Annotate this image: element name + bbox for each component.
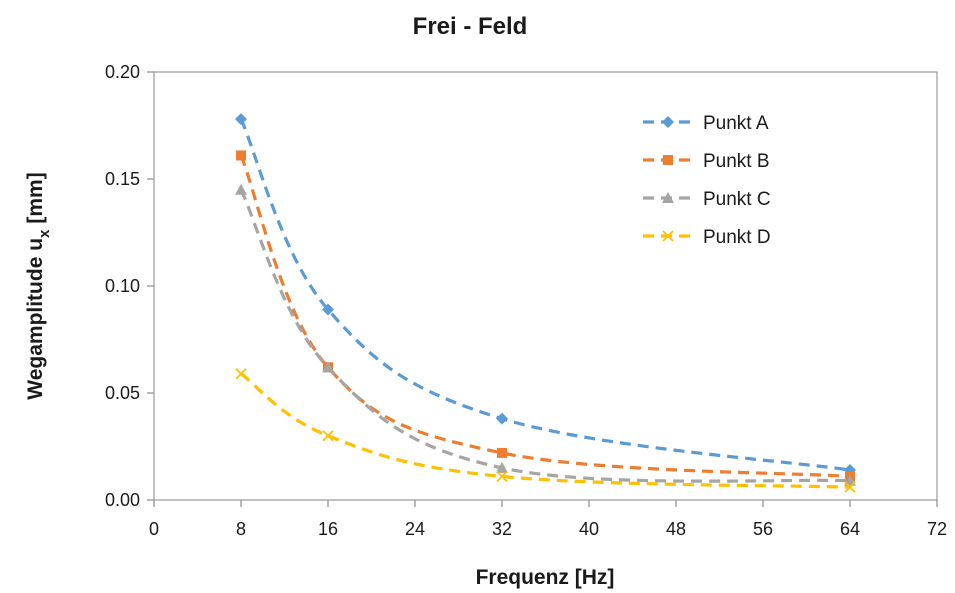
series-punkt-d bbox=[235, 368, 856, 493]
y-tick-label: 0.05 bbox=[105, 383, 140, 403]
marker-x-stroke bbox=[662, 230, 674, 242]
marker-x-stroke bbox=[322, 430, 334, 442]
data-point-punkt-c bbox=[322, 361, 334, 373]
chart-title: Frei - Feld bbox=[413, 13, 528, 40]
x-tick-label: 40 bbox=[579, 519, 599, 539]
y-tick-label: 0.10 bbox=[105, 276, 140, 296]
x-axis-title: Frequenz [Hz] bbox=[476, 566, 615, 589]
marker-x-stroke bbox=[496, 470, 508, 483]
plot-area bbox=[153, 71, 938, 501]
series-line-punkt-b bbox=[239, 154, 851, 479]
legend-item-punkt-d: Punkt D bbox=[643, 227, 771, 248]
x-tick-label: 48 bbox=[666, 519, 686, 539]
y-tick-label: 0.15 bbox=[105, 169, 140, 189]
data-point-punkt-d bbox=[235, 368, 247, 380]
x-tick-label: 32 bbox=[492, 519, 512, 539]
legend-label: Punkt D bbox=[703, 227, 771, 248]
data-point-punkt-a bbox=[496, 412, 508, 425]
data-point-punkt-c bbox=[235, 183, 247, 195]
series-line-punkt-a bbox=[239, 118, 851, 472]
data-point-punkt-d bbox=[844, 481, 856, 493]
data-point-punkt-b bbox=[497, 447, 507, 458]
legend-item-punkt-b: Punkt B bbox=[643, 151, 770, 172]
marker-x-stroke bbox=[235, 368, 247, 380]
series-line-punkt-c bbox=[239, 188, 851, 483]
x-tick-label: 8 bbox=[236, 519, 246, 539]
legend-marker bbox=[662, 192, 674, 203]
y-tick-label: 0.00 bbox=[105, 490, 140, 510]
x-tick-label: 0 bbox=[149, 519, 159, 539]
data-point-punkt-d bbox=[322, 430, 334, 442]
legend-item-punkt-a: Punkt A bbox=[643, 113, 769, 134]
data-point-punkt-c bbox=[496, 461, 508, 473]
y-axis: 0.00 0.05 0.10 0.15 0.20 bbox=[105, 62, 154, 510]
legend-item-punkt-c: Punkt C bbox=[643, 189, 771, 210]
marker-x-stroke bbox=[844, 481, 856, 493]
legend-label: Punkt A bbox=[703, 113, 769, 134]
y-axis-title-unit: [mm] bbox=[24, 172, 47, 223]
y-tick-label: 0.20 bbox=[105, 62, 140, 82]
data-point-punkt-a bbox=[322, 303, 334, 316]
x-tick-label: 64 bbox=[840, 519, 860, 539]
legend-marker bbox=[663, 155, 673, 165]
data-point-punkt-a bbox=[235, 113, 247, 126]
legend-marker bbox=[662, 116, 674, 128]
x-tick-label: 72 bbox=[927, 519, 947, 539]
y-axis-title: Wegamplitude ux [mm] bbox=[24, 172, 53, 399]
y-axis-title-subscript: x bbox=[36, 229, 53, 238]
legend-label: Punkt C bbox=[703, 189, 771, 210]
data-point-punkt-d bbox=[496, 470, 508, 483]
series-line-punkt-d bbox=[240, 372, 851, 489]
legend: Punkt A Punkt B Punkt C Punkt D bbox=[643, 113, 771, 248]
legend-marker bbox=[662, 230, 674, 242]
y-axis-title-main: Wegamplitude u bbox=[24, 238, 47, 400]
data-point-punkt-b bbox=[236, 150, 246, 161]
x-tick-label: 16 bbox=[318, 519, 338, 539]
x-tick-label: 56 bbox=[753, 519, 773, 539]
x-tick-label: 24 bbox=[405, 519, 425, 539]
x-axis: 0 8 16 24 32 40 48 56 64 72 bbox=[149, 500, 947, 539]
legend-label: Punkt B bbox=[703, 151, 770, 172]
series-layer bbox=[235, 113, 856, 493]
